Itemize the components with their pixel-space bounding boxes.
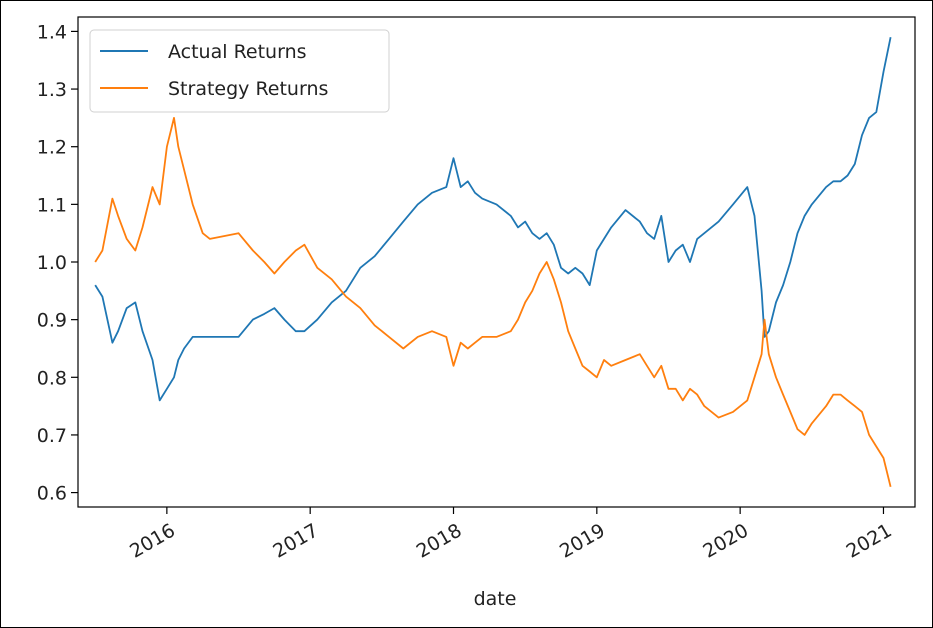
x-axis-label: date bbox=[474, 588, 517, 610]
y-tick-label: 1.3 bbox=[37, 79, 67, 101]
y-tick-label: 0.8 bbox=[37, 367, 67, 389]
x-tick-label: 2019 bbox=[556, 519, 609, 562]
y-tick-label: 0.9 bbox=[37, 310, 67, 332]
series-line-strategy-returns bbox=[94, 117, 892, 488]
legend: Actual Returns Strategy Returns bbox=[89, 29, 390, 113]
x-tick-label: 2020 bbox=[699, 519, 752, 562]
x-axis: 2016 2017 2018 2019 2020 2021 bbox=[126, 507, 896, 563]
legend-label-strategy-returns: Strategy Returns bbox=[168, 78, 328, 100]
legend-label-actual-returns: Actual Returns bbox=[168, 41, 307, 63]
y-tick-label: 1.4 bbox=[37, 21, 67, 43]
x-tick-label: 2021 bbox=[843, 519, 896, 562]
series-line-actual-returns bbox=[94, 37, 892, 402]
legend-box bbox=[89, 29, 390, 113]
series-layer bbox=[94, 37, 892, 488]
x-tick-label: 2018 bbox=[413, 519, 466, 562]
y-tick-label: 0.7 bbox=[37, 425, 67, 447]
y-axis: 0.6 0.7 0.8 0.9 1.0 1.1 1.2 1.3 1.4 bbox=[37, 21, 78, 505]
y-tick-label: 1.2 bbox=[37, 137, 67, 159]
y-tick-label: 1.0 bbox=[37, 252, 67, 274]
x-tick-label: 2016 bbox=[126, 519, 179, 562]
x-tick-label: 2017 bbox=[269, 519, 322, 562]
y-tick-label: 1.1 bbox=[37, 194, 67, 216]
y-tick-label: 0.6 bbox=[37, 483, 67, 505]
